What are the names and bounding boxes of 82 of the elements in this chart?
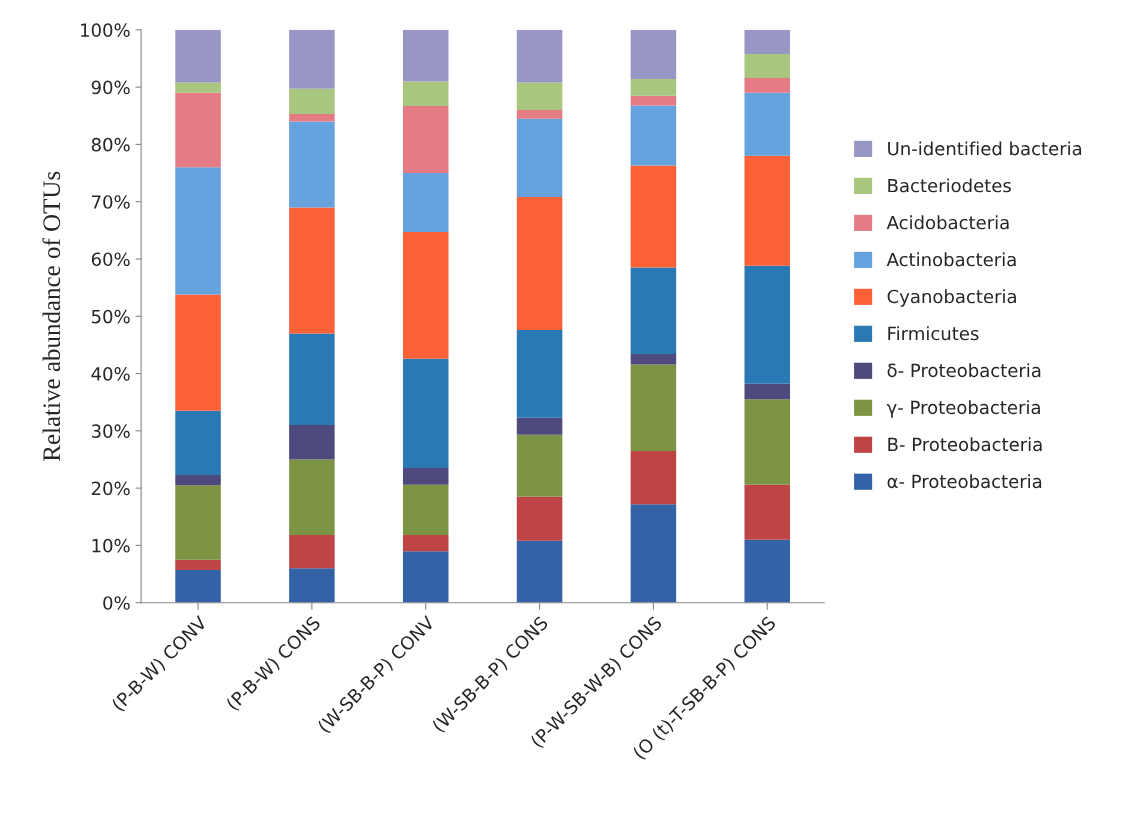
- bar: [175, 82, 221, 93]
- y-axis-title: Relative abundance of OTUs: [42, 171, 61, 461]
- y-tick-label: 20%: [91, 481, 130, 496]
- bar: [175, 410, 221, 475]
- bar: [516, 434, 563, 497]
- bar: [630, 105, 677, 166]
- bar: [175, 92, 221, 168]
- bar: [289, 114, 335, 122]
- bar: [630, 267, 677, 355]
- legend-label: Firmicutes: [888, 326, 979, 341]
- bar: [289, 535, 335, 569]
- y-tick-label: 60%: [91, 252, 130, 267]
- legend-label: γ- Proteobacteria: [886, 400, 1040, 418]
- bar: [744, 77, 791, 93]
- bar: [744, 92, 791, 156]
- y-tick-label: 10%: [92, 538, 130, 553]
- bar: [175, 294, 221, 411]
- bar: [289, 459, 335, 536]
- bar: [630, 450, 677, 505]
- y-tick-label: 70%: [92, 195, 130, 209]
- bar: [402, 468, 449, 485]
- bar: [744, 484, 791, 540]
- bar: [630, 79, 677, 96]
- bar: [630, 364, 677, 451]
- bar: [402, 29, 449, 82]
- legend-label: Cyanobacteria: [887, 289, 1016, 307]
- bar: [402, 551, 449, 603]
- bar: [516, 540, 563, 603]
- legend-label: Bacteriodetes: [888, 178, 1011, 193]
- bar: [175, 485, 221, 560]
- bar: [175, 29, 221, 83]
- bar: [289, 207, 335, 334]
- bar: [630, 95, 677, 106]
- bar: [175, 559, 221, 571]
- bar: [516, 118, 563, 198]
- bar: [175, 474, 221, 486]
- legend-label: Β- Proteobacteria: [888, 437, 1042, 452]
- bar: [744, 399, 791, 485]
- y-tick-label: 100%: [81, 23, 130, 37]
- bar: [516, 82, 563, 111]
- bar: [744, 383, 791, 400]
- y-tick-label: 90%: [91, 80, 130, 95]
- bar: [516, 417, 563, 435]
- bar: [402, 484, 449, 536]
- bar: [630, 165, 677, 268]
- bar: [289, 568, 335, 603]
- bar: [630, 354, 677, 365]
- bar: [630, 29, 677, 80]
- bar: [289, 333, 335, 426]
- legend-label: Un-identified bacteria: [888, 141, 1082, 156]
- bar: [175, 167, 221, 295]
- bar: [744, 53, 791, 78]
- bar: [402, 173, 449, 233]
- bar: [744, 539, 791, 603]
- bar: [516, 197, 563, 331]
- bar: [402, 81, 449, 107]
- bar: [630, 504, 677, 603]
- y-tick-label: 50%: [91, 309, 130, 324]
- bar: [402, 535, 449, 552]
- bar: [402, 232, 449, 359]
- bar: [289, 121, 335, 208]
- bar: [402, 358, 449, 469]
- legend-label: δ- Proteobacteria: [887, 363, 1041, 378]
- bar: [289, 88, 335, 115]
- bar: [175, 570, 221, 603]
- legend-label: Actinobacteria: [886, 252, 1016, 267]
- bar: [289, 425, 335, 460]
- y-tick-label: 30%: [91, 424, 130, 438]
- y-tick-label: 80%: [91, 137, 130, 152]
- bar: [402, 106, 449, 174]
- bar: [516, 110, 563, 119]
- bar: [516, 29, 563, 83]
- legend-label: Acidobacteria: [886, 215, 1009, 230]
- bar: [289, 29, 335, 89]
- bar: [516, 330, 563, 418]
- bar: [744, 29, 791, 54]
- y-tick-label: 40%: [91, 367, 130, 381]
- y-tick-label: 0%: [103, 596, 130, 610]
- bar: [516, 496, 563, 541]
- bar: [744, 265, 791, 384]
- legend-label: α- Proteobacteria: [887, 474, 1042, 489]
- bar: [744, 155, 791, 266]
